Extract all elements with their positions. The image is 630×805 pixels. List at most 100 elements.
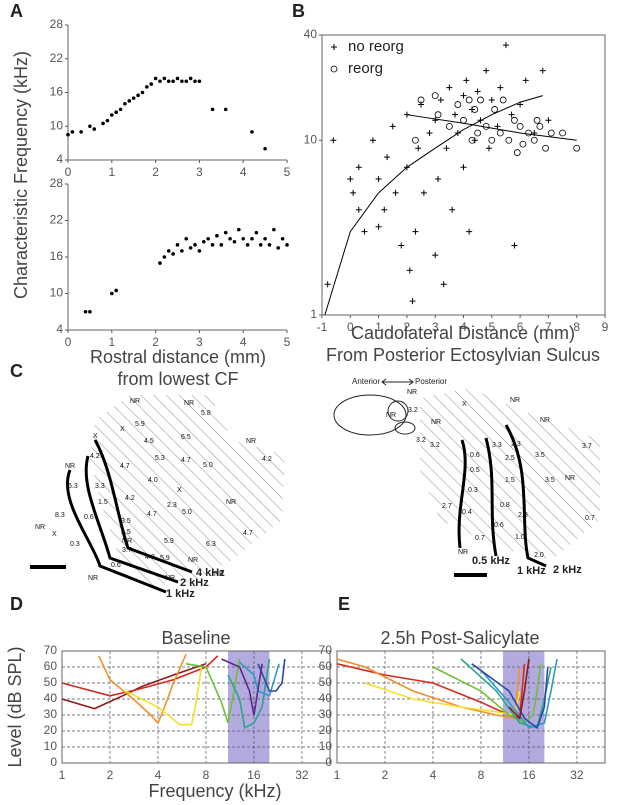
point (219, 243, 224, 247)
point (188, 76, 193, 81)
point (158, 79, 162, 84)
x-tick-label: 0 (347, 320, 354, 334)
point (384, 154, 391, 161)
point (471, 106, 479, 113)
point (83, 309, 88, 314)
point (355, 206, 362, 213)
map-label: 0.8 (500, 502, 510, 509)
y-tick-label: 1 (310, 307, 317, 321)
iso-label: 1 kHz (166, 588, 195, 600)
point (123, 101, 127, 106)
point (513, 149, 521, 156)
tuning-curve (98, 653, 187, 725)
x-tick-label: 3 (196, 335, 203, 349)
tuning-curve (508, 658, 530, 720)
point (483, 67, 490, 74)
y-tick-label: 70 (319, 643, 333, 657)
point (70, 130, 75, 134)
map-label: NR (407, 389, 417, 396)
point (193, 79, 197, 84)
point (485, 145, 492, 152)
point (409, 298, 416, 305)
map-label: 4.7 (181, 457, 191, 464)
map-label: 4.5 (144, 438, 154, 445)
map-label: NR (88, 575, 98, 582)
map-label: 0.7 (475, 535, 485, 542)
map-label: X (177, 487, 182, 494)
point (468, 136, 476, 144)
y-tick-label: 10 (304, 132, 318, 146)
map-label: 0.6 (494, 522, 504, 529)
isofrequency-lines (66, 424, 547, 594)
point (149, 82, 154, 86)
point (361, 228, 368, 235)
point (381, 206, 388, 213)
point (66, 132, 70, 137)
chart-title: 2.5h Post-Salicylate (380, 628, 539, 648)
map-label: 3.5 (121, 529, 131, 536)
point (136, 93, 140, 98)
map-label: 4.2 (90, 453, 100, 460)
map-label: 2.8 (518, 512, 528, 519)
y-tick-label: 40 (319, 691, 333, 705)
point (276, 246, 281, 250)
point (254, 230, 259, 235)
point (491, 106, 499, 113)
iso-label: 4 kHz (196, 567, 225, 579)
chart: 0 10 20 30 40 50 60 70 1 2 4 8 16 32 Baseline Frequency… (5, 628, 331, 801)
point (215, 233, 219, 238)
point (460, 92, 467, 99)
point (449, 206, 456, 213)
point (193, 243, 197, 247)
y-tick-label: 30 (319, 707, 333, 721)
point (465, 96, 473, 104)
x-tick-label: 32 (570, 768, 584, 782)
map-label: 8.3 (55, 512, 65, 519)
x-tick-label: 4 (240, 165, 247, 179)
map-label: NR (226, 499, 236, 506)
plot-frame (321, 34, 606, 316)
hatched-region (420, 388, 600, 560)
iso-label: 0.5 kHz (472, 555, 510, 567)
x-axis-title: Rostral distance (mm) (90, 347, 266, 367)
point (466, 228, 473, 235)
point (505, 136, 513, 144)
map-label: 0.6 (470, 452, 480, 459)
point (432, 252, 439, 259)
point (105, 118, 110, 123)
point (499, 96, 507, 104)
x-tick-label: 32 (295, 768, 309, 782)
iso-label: 1 kHz (517, 565, 546, 577)
chart: 1 10 40 -1 0 1 2 3 4 5 6 7 8 9 Caudolateral Distance (… (304, 27, 609, 365)
point (162, 76, 167, 81)
point (511, 242, 518, 249)
point (477, 96, 484, 104)
point (237, 227, 241, 232)
panel-letter: A (10, 1, 23, 21)
point (539, 67, 546, 74)
point (474, 88, 481, 95)
point (184, 79, 189, 84)
map-label: NR (431, 419, 441, 426)
point (533, 116, 541, 124)
tuning-curve (61, 655, 219, 697)
map-label: X (52, 531, 57, 538)
map-label: 1.5 (505, 477, 515, 484)
point (166, 79, 171, 84)
y-tick-label: 16 (50, 249, 64, 263)
map-label: 3.7 (582, 443, 592, 450)
point (250, 130, 254, 134)
x-tick-label: 2 (404, 320, 411, 334)
map-label: 6.3 (68, 483, 78, 490)
map-label: 3.5 (121, 518, 131, 525)
map-label: NR (386, 412, 396, 419)
x-tick-label: 4 (240, 335, 247, 349)
point (426, 129, 433, 136)
y-tick-label: 40 (44, 691, 58, 705)
x-tick-label: 9 (602, 320, 609, 334)
fit-line (406, 114, 577, 141)
tuning-curve (471, 663, 549, 730)
point (197, 249, 202, 253)
tuning-curve (125, 666, 203, 726)
